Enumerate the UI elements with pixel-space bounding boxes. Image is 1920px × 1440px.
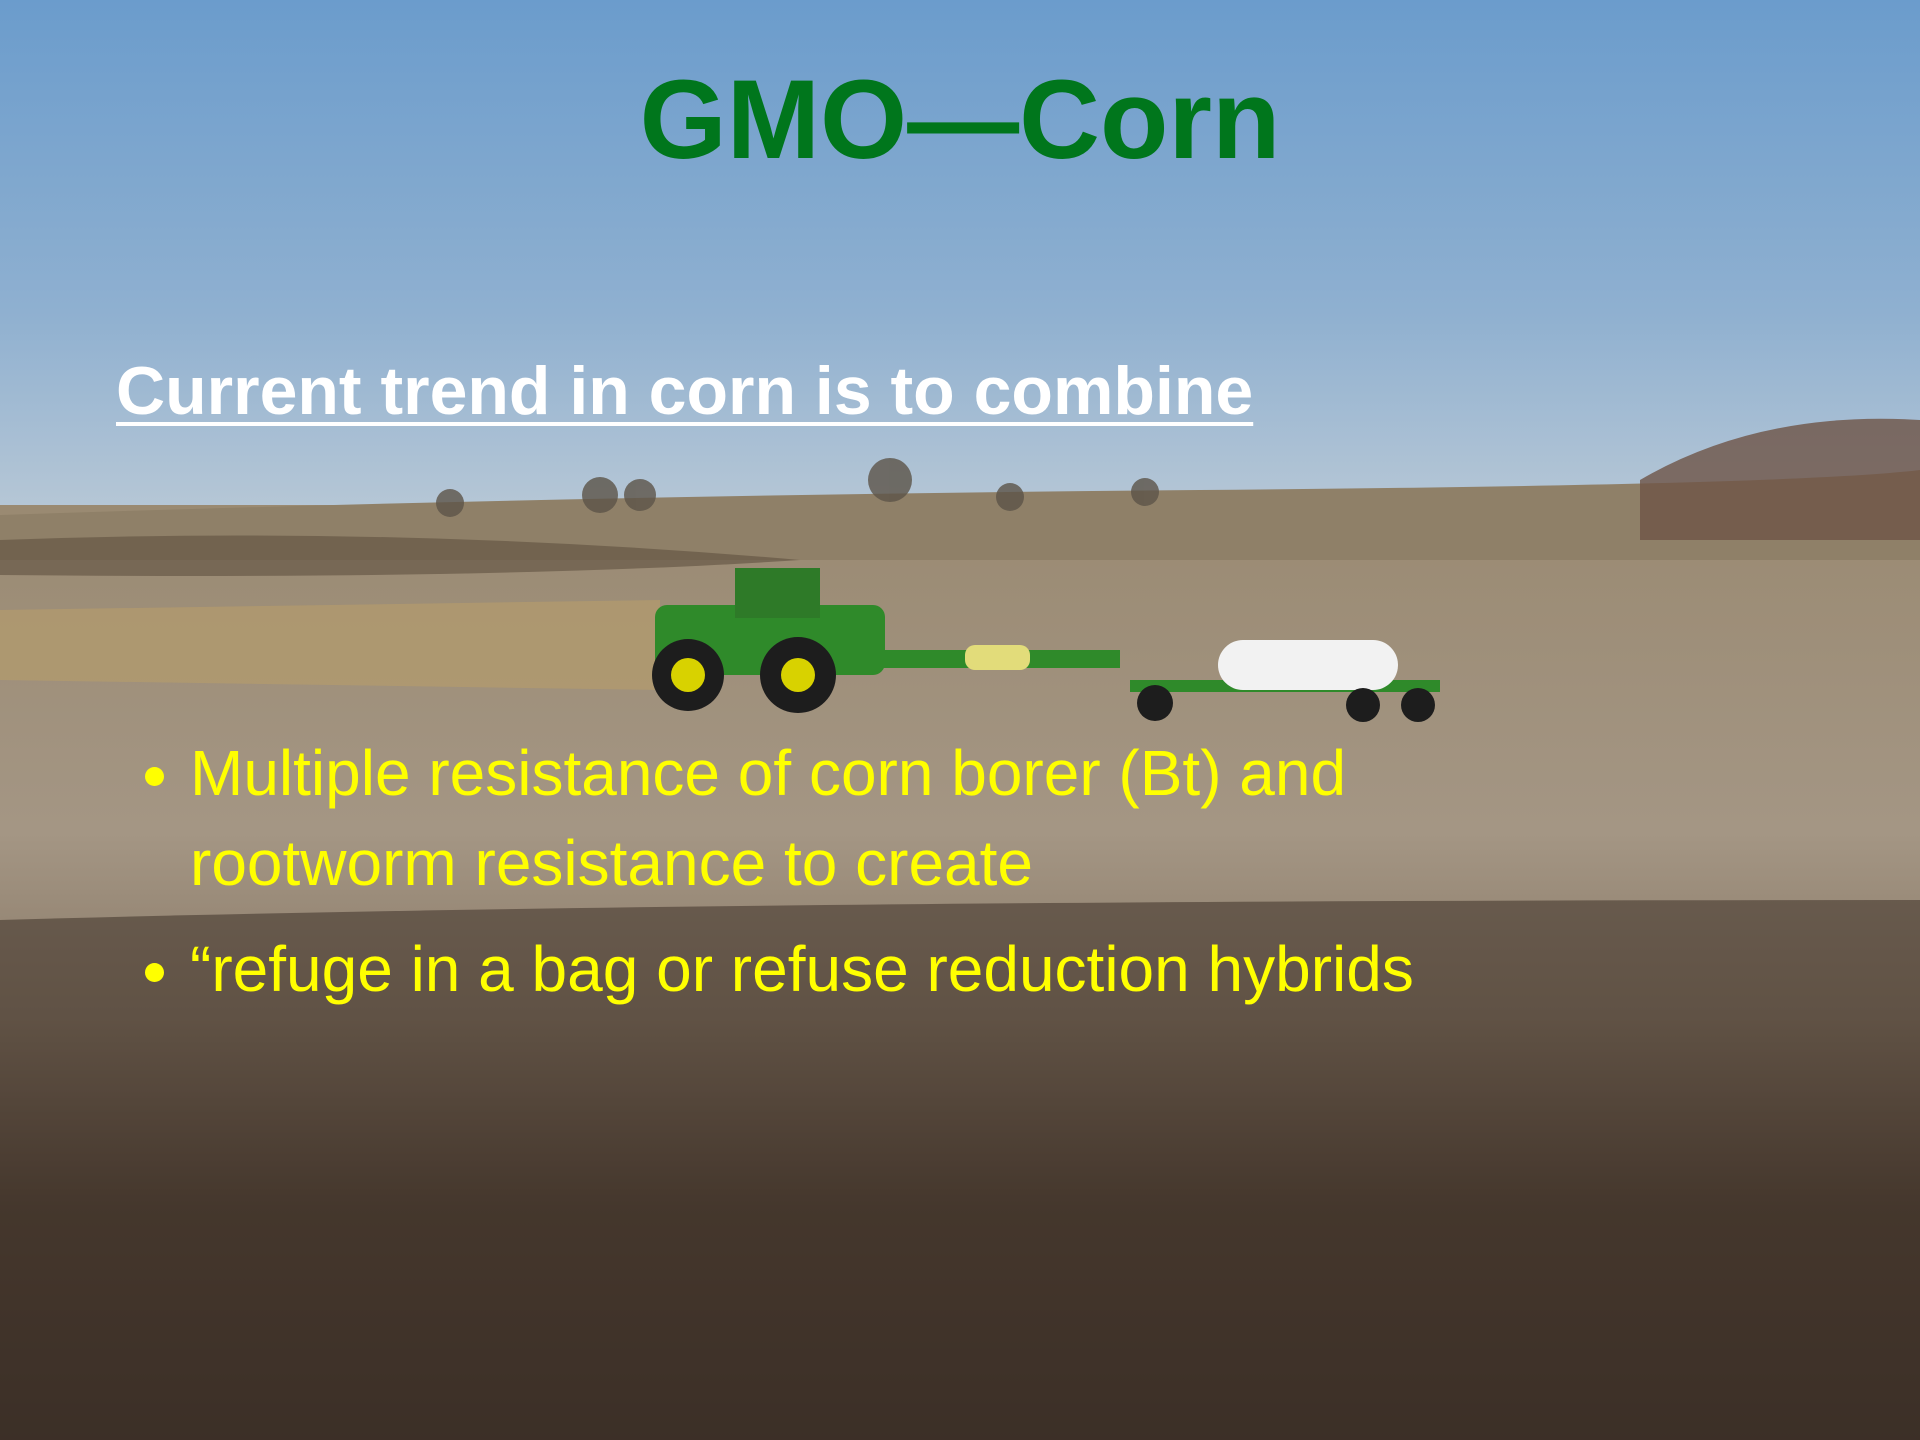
background-photo — [0, 0, 1920, 1440]
bullet: Multiple resistance of corn borer (Bt) a… — [190, 728, 1510, 908]
slide-title: GMO—Corn — [0, 58, 1920, 181]
slide-subtitle: Current trend in corn is to combine — [116, 354, 1253, 429]
bullet: “refuge in a bag or refuse reduction hyb… — [190, 924, 1510, 1014]
bullet-list: Multiple resistance of corn borer (Bt) a… — [116, 728, 1510, 1030]
slide: GMO—Corn Current trend in corn is to com… — [0, 0, 1920, 1440]
